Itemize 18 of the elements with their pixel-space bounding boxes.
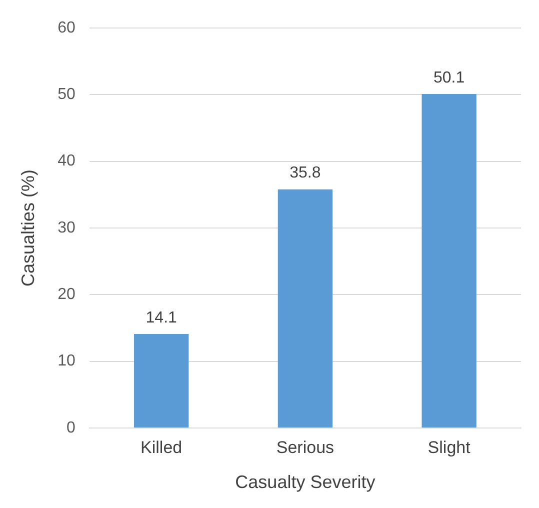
x-tick-label: Serious — [276, 438, 334, 457]
y-tick-label: 50 — [58, 86, 76, 104]
y-tick-label: 60 — [58, 19, 76, 36]
data-label: 35.8 — [290, 164, 321, 182]
y-axis-title: Casualties (%) — [18, 169, 38, 287]
bar — [278, 189, 333, 428]
y-tick-label: 10 — [58, 352, 76, 370]
x-tick-label: Killed — [140, 438, 182, 457]
bar — [422, 94, 476, 428]
y-tick-label: 20 — [58, 286, 76, 304]
y-tick-label: 0 — [66, 419, 76, 436]
x-tick-label: Slight — [428, 438, 471, 457]
data-label: 50.1 — [433, 69, 465, 86]
y-tick-label: 30 — [58, 219, 76, 236]
x-axis-title: Casualty Severity — [235, 472, 376, 492]
y-tick-label: 40 — [58, 152, 76, 170]
data-label: 14.1 — [146, 309, 178, 326]
bar — [134, 334, 189, 428]
